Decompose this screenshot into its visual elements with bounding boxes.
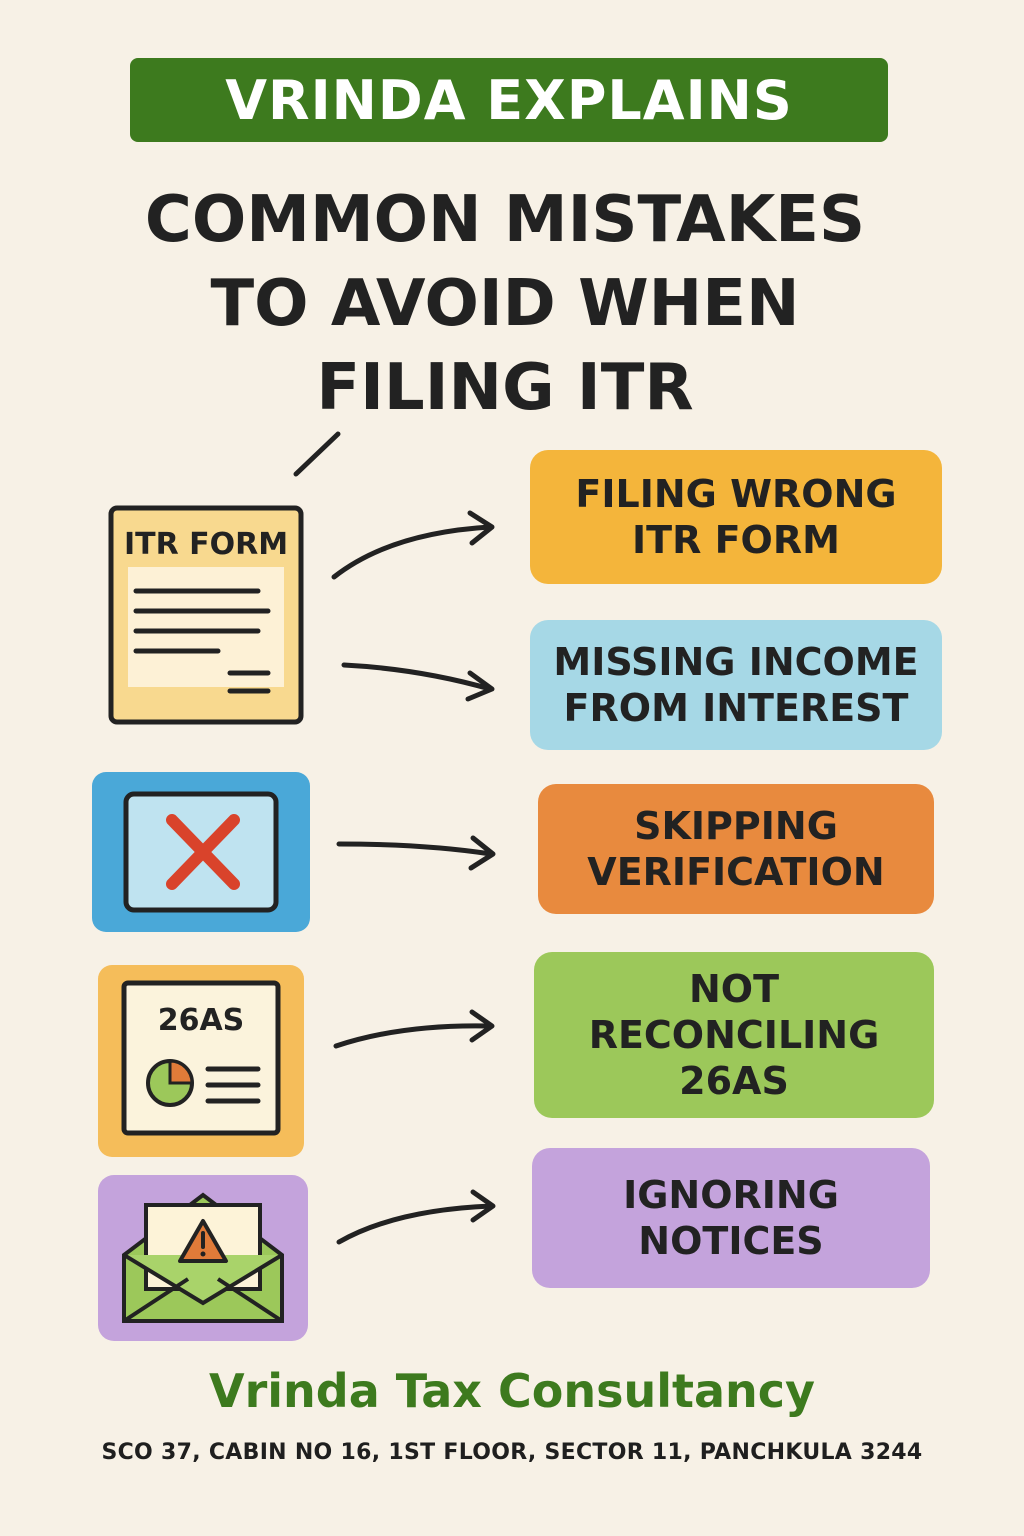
mistake-card: FILING WRONG ITR FORM [530, 450, 942, 584]
mistake-card: IGNORING NOTICES [532, 1148, 930, 1288]
arrow-icon [333, 1009, 495, 1049]
cross-icon [92, 772, 310, 932]
page-title: COMMON MISTAKES TO AVOID WHEN FILING ITR [40, 178, 970, 430]
mistake-text: IGNORING NOTICES [623, 1173, 839, 1263]
title-line: COMMON MISTAKES [144, 183, 866, 257]
arrow-icon [341, 662, 495, 702]
form-26as-label: 26AS [157, 1003, 245, 1038]
company-name: Vrinda Tax Consultancy [209, 1364, 815, 1418]
mistake-text: FILING WRONG ITR FORM [575, 472, 897, 562]
arrow-icon [331, 510, 495, 580]
mistake-text: NOT RECONCILING 26AS [588, 967, 880, 1103]
mistake-text: SKIPPING VERIFICATION [587, 804, 885, 894]
company-address: SCO 37, CABIN NO 16, 1ST FLOOR, SECTOR 1… [101, 1440, 923, 1465]
decorative-dash [293, 431, 341, 477]
mistake-text: MISSING INCOME FROM INTEREST [553, 640, 919, 730]
banner-text: VRINDA EXPLAINS [225, 68, 793, 132]
mistake-card: SKIPPING VERIFICATION [538, 784, 934, 914]
title-line: FILING ITR [316, 351, 694, 425]
form-26as-icon: 26AS [98, 965, 304, 1157]
arrow-icon [336, 1189, 496, 1245]
warning-envelope-icon [98, 1175, 308, 1341]
mistake-card: MISSING INCOME FROM INTEREST [530, 620, 942, 750]
arrow-icon [336, 835, 496, 871]
header-banner: VRINDA EXPLAINS [130, 58, 888, 142]
mistake-card: NOT RECONCILING 26AS [534, 952, 934, 1118]
itr-form-document-icon: ITR FORM [108, 505, 304, 725]
title-line: TO AVOID WHEN [210, 267, 800, 341]
itr-form-label: ITR FORM [123, 527, 289, 562]
